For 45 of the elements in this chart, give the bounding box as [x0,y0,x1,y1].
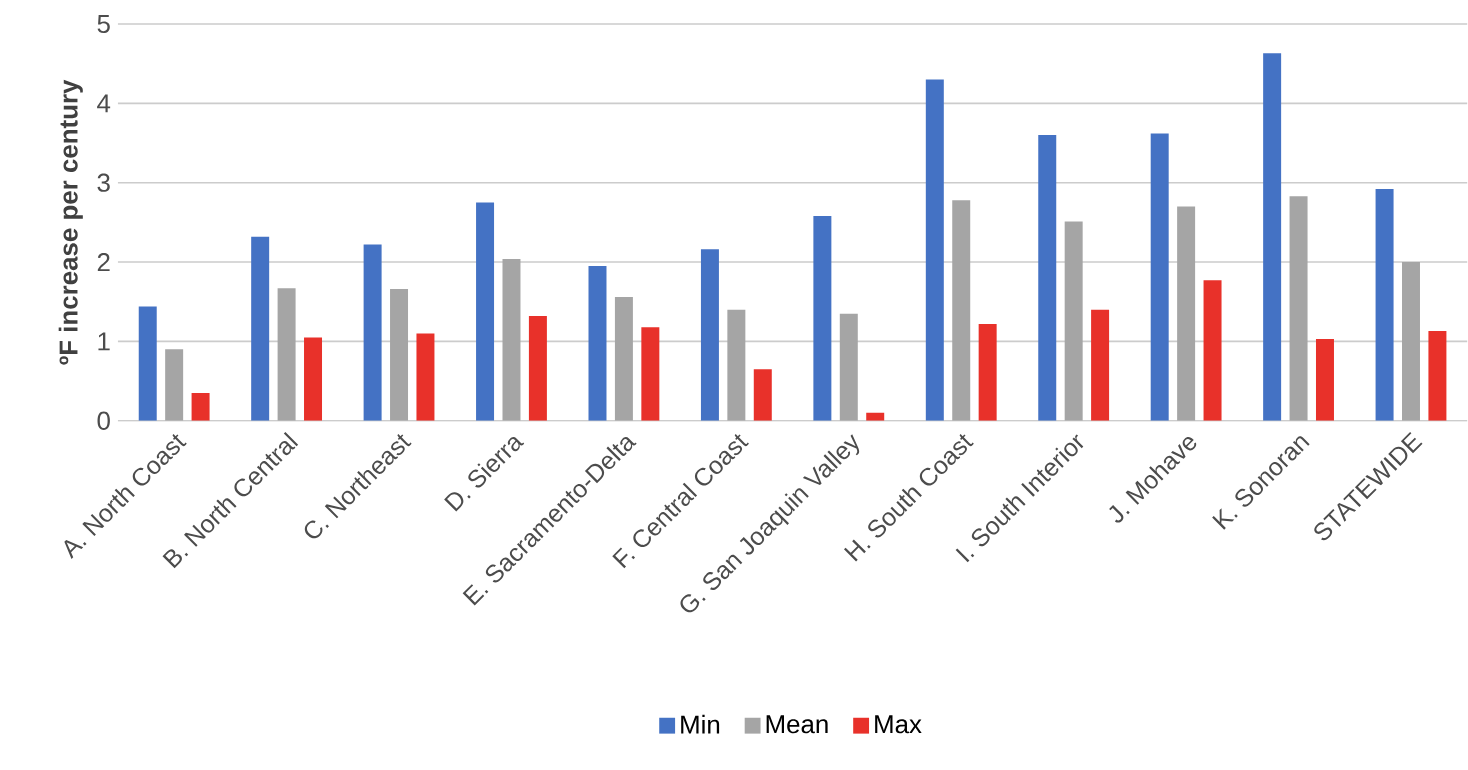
bar [1177,206,1196,421]
bar [138,306,157,421]
y-tick-label: 1 [98,332,110,351]
bar [1091,309,1110,421]
bar [588,266,607,421]
bar [1289,196,1308,421]
bar [304,337,323,421]
legend-label: Min [681,715,720,734]
bar [1150,133,1169,421]
bar [813,216,832,421]
bar [1375,189,1394,421]
bar [952,200,971,421]
bar [416,333,435,421]
y-axis-title: ºF increase per century [58,79,83,365]
y-tick-label: 0 [97,411,110,431]
bar [191,393,210,421]
bar [502,259,521,421]
legend-label: Mean [766,715,828,734]
bar [390,289,409,421]
bar [925,79,944,421]
bar [277,288,296,421]
bar [476,202,495,421]
y-tick-label: 5 [97,15,110,34]
legend-label: Max [875,715,922,734]
bar [700,249,719,421]
y-tick-label: 3 [97,173,110,193]
bar [1263,53,1282,421]
y-tick-label: 4 [97,94,111,113]
bar [1203,280,1222,421]
bar [641,327,660,421]
bar [1038,135,1057,421]
bar [363,244,382,421]
bar [1315,339,1334,421]
bar [528,316,547,421]
bar [614,297,633,421]
bar [839,313,858,421]
bar [753,369,772,421]
bar [727,309,746,421]
bar [165,349,184,421]
bar [978,324,997,421]
bar [1402,262,1420,421]
bar [1064,221,1083,421]
bar [1428,331,1447,421]
bar [251,236,270,421]
y-tick-label: 2 [97,253,110,272]
